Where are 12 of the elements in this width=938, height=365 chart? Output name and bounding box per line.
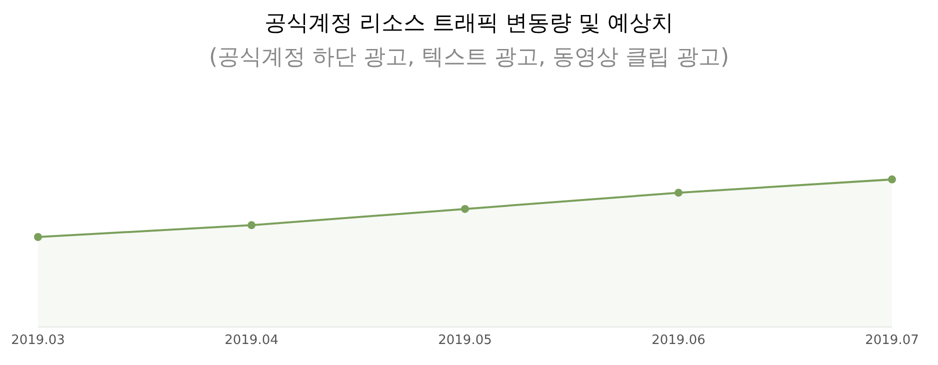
x-tick-label: 2019.03 <box>11 333 65 348</box>
chart-subtitle: (공식계정 하단 광고, 텍스트 광고, 동영상 클립 광고) <box>208 44 730 72</box>
point <box>674 188 682 197</box>
point <box>461 204 469 213</box>
x-tick-label: 2019.04 <box>224 333 278 348</box>
point <box>248 221 256 230</box>
x-tick-label: 2019.05 <box>438 333 492 348</box>
chart-title: 공식계정 리소스 트래픽 변동량 및 예상치 <box>264 10 674 38</box>
point <box>888 175 896 184</box>
point <box>34 232 42 241</box>
x-tick-label: 2019.07 <box>865 333 919 348</box>
x-tick-label: 2019.06 <box>652 333 706 348</box>
